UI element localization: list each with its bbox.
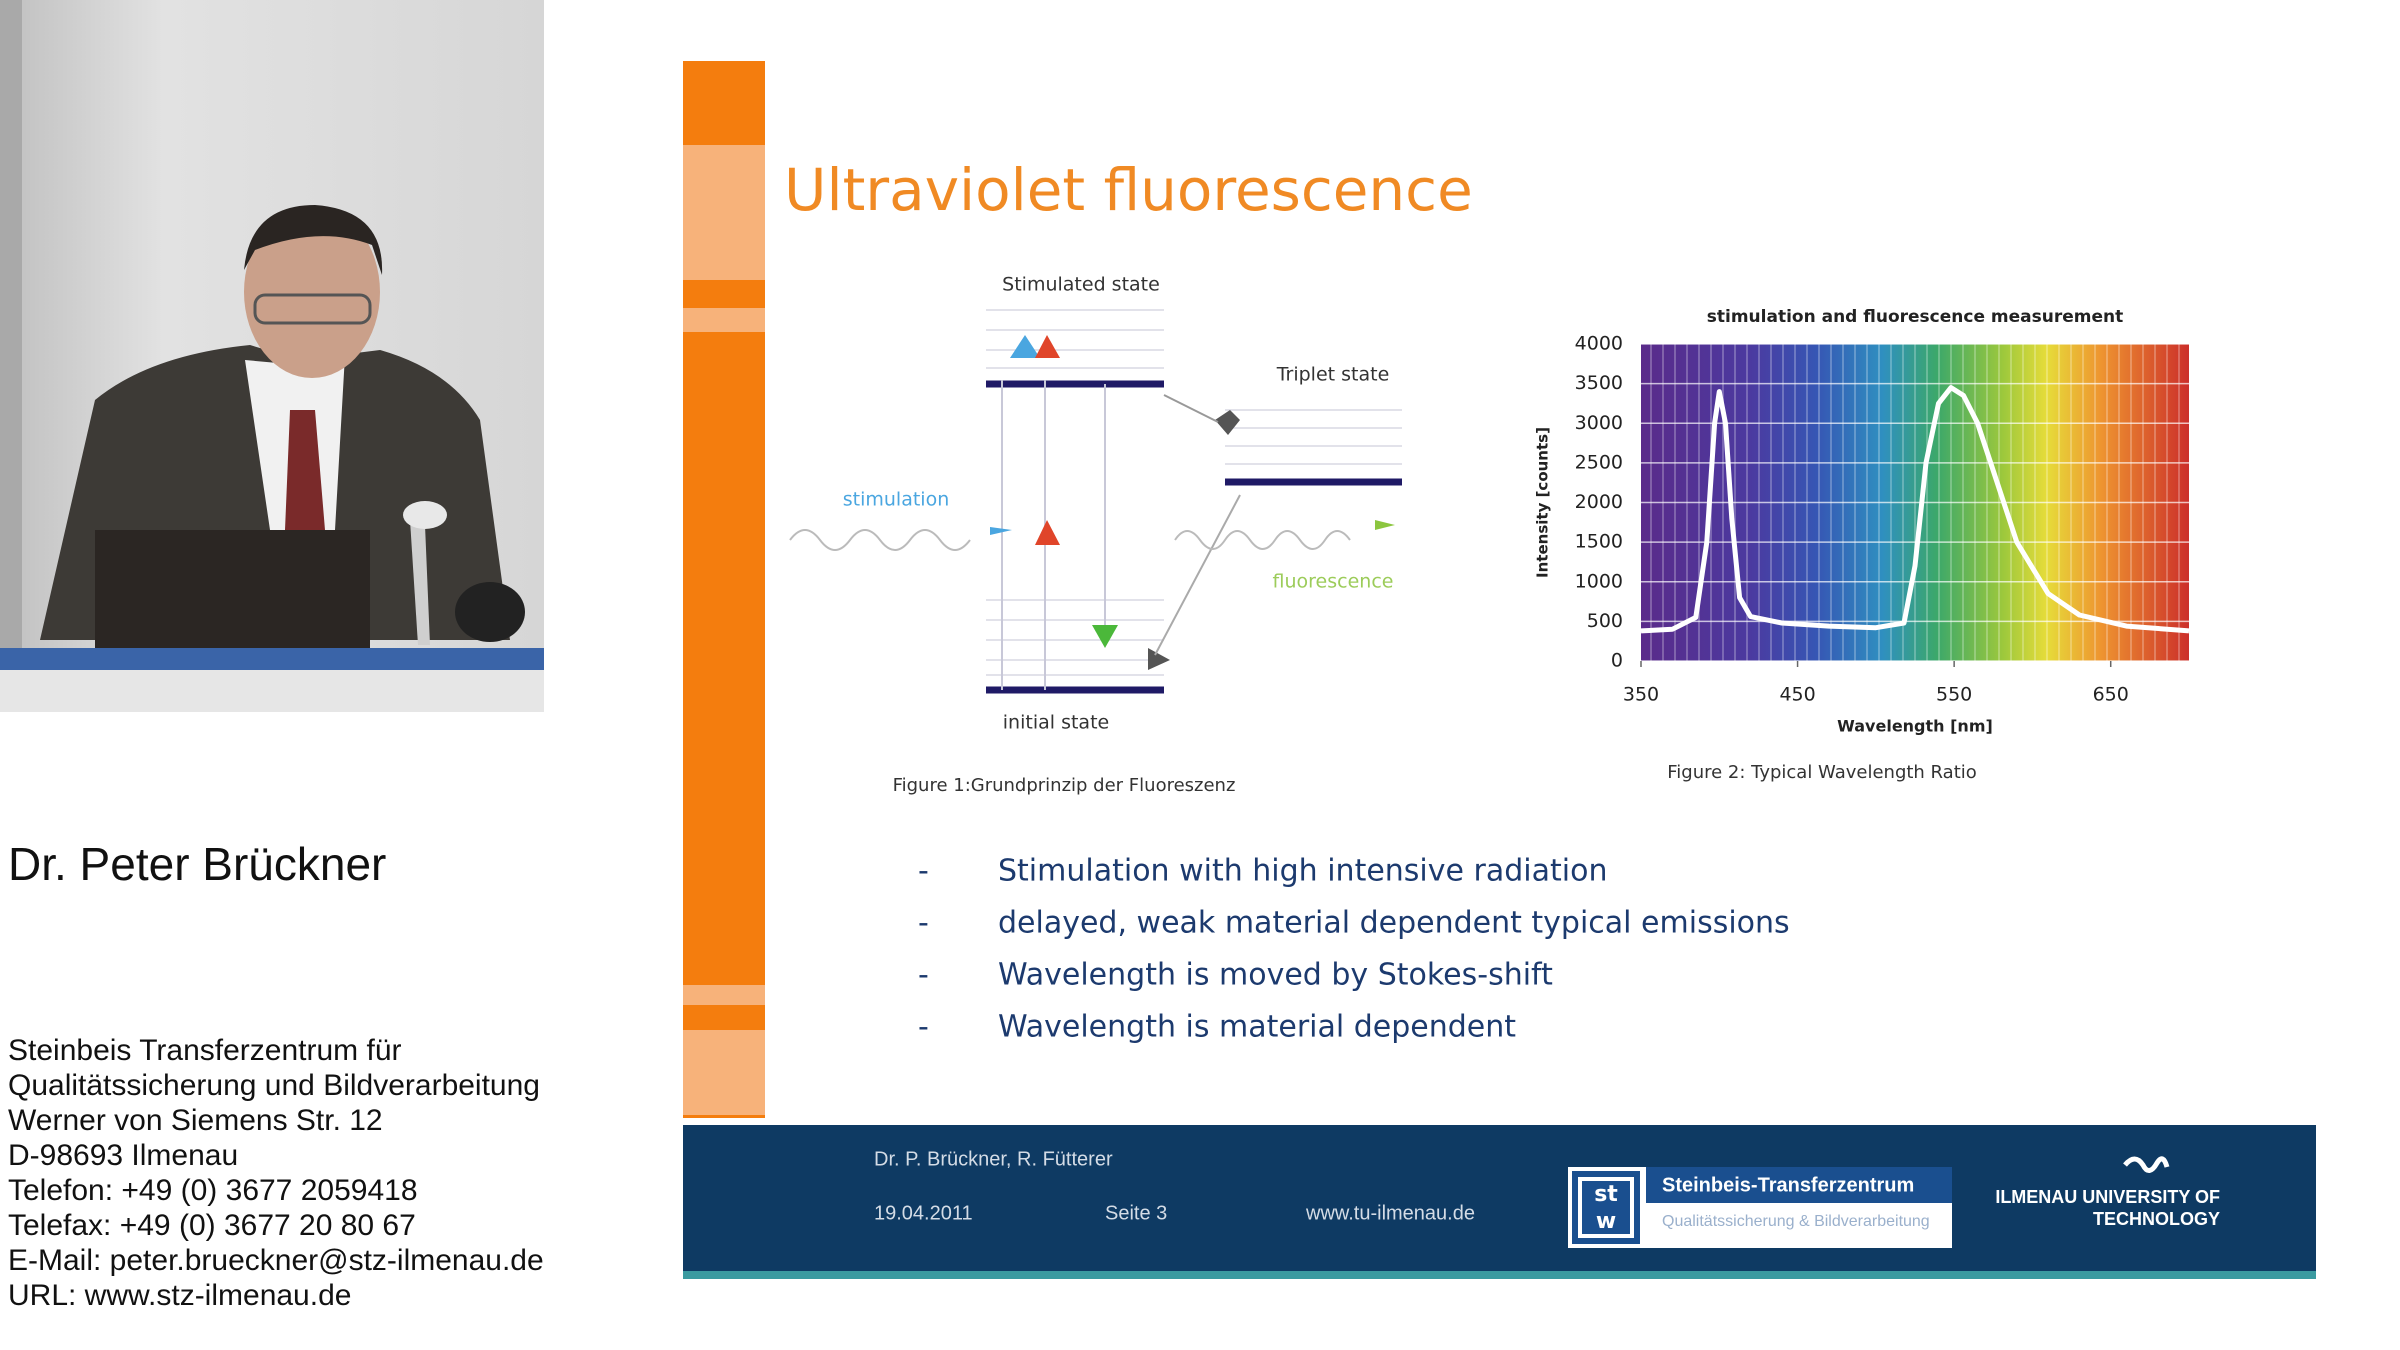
x-tick-label: 350 [1623, 684, 1659, 706]
diagram-label: stimulation [843, 489, 950, 511]
logo-subtitle: Qualitätssicherung & Bildverarbeitung [1662, 1213, 1930, 1230]
diagram-label: initial state [1003, 712, 1109, 734]
y-axis-label: Intensity [counts] [1534, 427, 1552, 578]
x-tick-label: 650 [2093, 684, 2129, 706]
logo-letters: w [1596, 1209, 1616, 1234]
y-tick-label: 1000 [1575, 570, 1623, 592]
footer-page: Seite 3 [1105, 1202, 1167, 1224]
y-tick-label: 2000 [1575, 491, 1623, 513]
speaker-video [0, 0, 544, 712]
slide: Ultraviolet fluorescence [683, 61, 2190, 1118]
spectrum-chart: stimulation and fluorescence measurement… [1534, 307, 2190, 736]
diagram-label: fluorescence [1273, 571, 1394, 593]
bullet-marker: - [918, 906, 929, 941]
y-tick-label: 4000 [1575, 333, 1623, 355]
footer-url: www.tu-ilmenau.de [1305, 1202, 1475, 1224]
address-line: Qualitätssicherung und Bildverarbeitung [8, 1069, 540, 1102]
x-axis-label: Wavelength [nm] [1837, 717, 1993, 736]
address-line: E-Mail: peter.brueckner@stz-ilmenau.de [8, 1244, 544, 1277]
y-tick-label: 2500 [1575, 451, 1623, 473]
university-name: ILMENAU UNIVERSITY OF [1995, 1187, 2220, 1207]
bullet-marker: - [918, 854, 929, 889]
address-line: D-98693 Ilmenau [8, 1139, 238, 1172]
address-line: Werner von Siemens Str. 12 [8, 1104, 383, 1137]
logo-name: Steinbeis-Transferzentrum [1662, 1174, 1914, 1196]
slide-footer: Dr. P. Brückner, R. Fütterer 19.04.2011 … [683, 1125, 2316, 1279]
y-tick-label: 3000 [1575, 412, 1623, 434]
bullet-text: Wavelength is moved by Stokes-shift [998, 958, 1553, 993]
speaker-name: Dr. Peter Brückner [8, 838, 386, 890]
x-tick-label: 450 [1779, 684, 1815, 706]
x-tick-label: 550 [1936, 684, 1972, 706]
bullet-list: - Stimulation with high intensive radiati… [918, 854, 1790, 1045]
figure-caption: Figure 2: Typical Wavelength Ratio [1667, 762, 1977, 783]
bullet-marker: - [918, 1010, 929, 1045]
footer-authors: Dr. P. Brückner, R. Fütterer [874, 1148, 1113, 1170]
y-tick-label: 1500 [1575, 531, 1623, 553]
address-line: Telefax: +49 (0) 3677 20 80 67 [8, 1209, 416, 1242]
speaker-address: Steinbeis Transferzentrum fürQualitätssi… [8, 1034, 544, 1312]
diagram-label: Triplet state [1276, 364, 1390, 386]
footer-date: 19.04.2011 [874, 1202, 973, 1224]
address-line: Telefon: +49 (0) 3677 2059418 [8, 1174, 418, 1207]
bullet-marker: - [918, 958, 929, 993]
energy-diagram: Stimulated state Triplet state stimulati… [789, 274, 1402, 796]
bullet-text: Stimulation with high intensive radiatio… [998, 854, 1607, 889]
address-line: URL: www.stz-ilmenau.de [8, 1279, 351, 1312]
data-line [1640, 385, 2190, 634]
university-name: TECHNOLOGY [2093, 1209, 2220, 1229]
bullet-text: delayed, weak material dependent typical… [998, 906, 1790, 941]
address-line: Steinbeis Transferzentrum für [8, 1034, 402, 1067]
y-tick-label: 3500 [1575, 372, 1623, 394]
y-tick-label: 500 [1587, 610, 1623, 632]
diagram-label: Stimulated state [1002, 274, 1160, 296]
y-tick-label: 0 [1611, 650, 1623, 672]
slide-title: Ultraviolet fluorescence [784, 156, 1473, 224]
bullet-text: Wavelength is material dependent [998, 1010, 1516, 1045]
chart-title: stimulation and fluorescence measurement [1707, 307, 2123, 327]
logo-letters: st [1594, 1182, 1618, 1207]
figure-caption: Figure 1:Grundprinzip der Fluoreszenz [893, 775, 1236, 796]
